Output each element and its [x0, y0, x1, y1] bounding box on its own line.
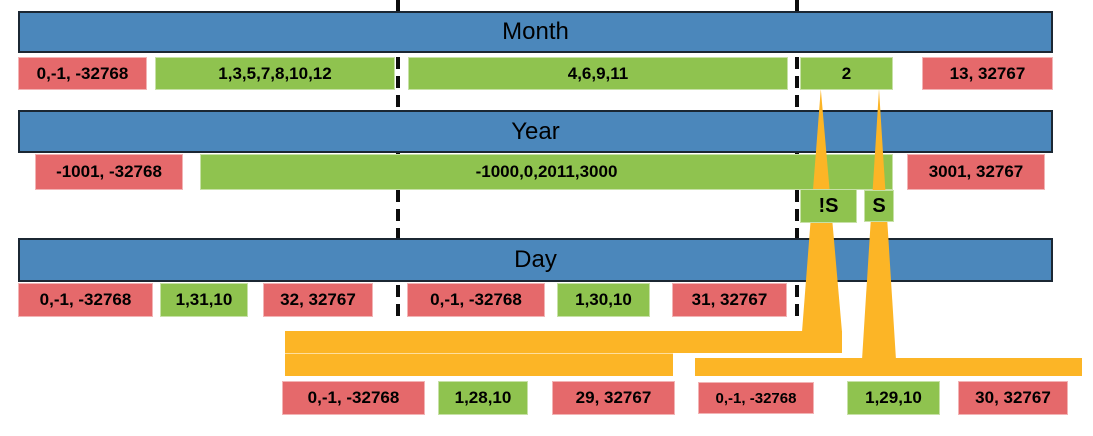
month-valid-31day: 1,3,5,7,8,10,12: [155, 57, 395, 90]
month-bar: Month: [18, 11, 1053, 53]
year-bar-title: Year: [511, 117, 560, 145]
month-valid-february: 2: [800, 57, 893, 90]
nonleap-feb-funnel-upper-bar: [285, 331, 842, 353]
day-bar: Day: [18, 238, 1053, 282]
feb29-invalid-high: 30, 32767: [958, 381, 1068, 415]
feb29-valid: 1,29,10: [847, 381, 940, 415]
day31-invalid-low: 0,-1, -32768: [18, 283, 153, 317]
leap-feb-funnel-bar: [695, 358, 1082, 376]
month-invalid-low: 0,-1, -32768: [18, 57, 147, 90]
feb28-valid: 1,28,10: [438, 381, 528, 415]
month-invalid-high: 13, 32767: [922, 57, 1053, 90]
year-invalid-low: -1001, -32768: [35, 154, 183, 190]
day30-invalid-low: 0,-1, -32768: [407, 283, 545, 317]
leap-flag: S: [864, 190, 894, 222]
nonleap-feb-funnel-lower-bar: [285, 353, 673, 376]
month-valid-30day: 4,6,9,11: [408, 57, 788, 90]
year-invalid-high: 3001, 32767: [907, 154, 1045, 190]
month-bar-title: Month: [502, 18, 569, 45]
year-valid-range: -1000,0,2011,3000: [200, 154, 893, 190]
not-leap-flag: !S: [800, 189, 857, 223]
feb29-invalid-low: 0,-1, -32768: [698, 382, 814, 414]
day-bar-title: Day: [514, 246, 557, 273]
feb28-invalid-low: 0,-1, -32768: [282, 381, 425, 415]
day31-valid: 1,31,10: [160, 283, 248, 317]
day30-invalid-high: 31, 32767: [672, 283, 787, 317]
day31-invalid-high: 32, 32767: [263, 283, 373, 317]
day30-valid: 1,30,10: [557, 283, 650, 317]
feb28-invalid-high: 29, 32767: [552, 381, 675, 415]
year-bar: Year: [18, 110, 1053, 153]
